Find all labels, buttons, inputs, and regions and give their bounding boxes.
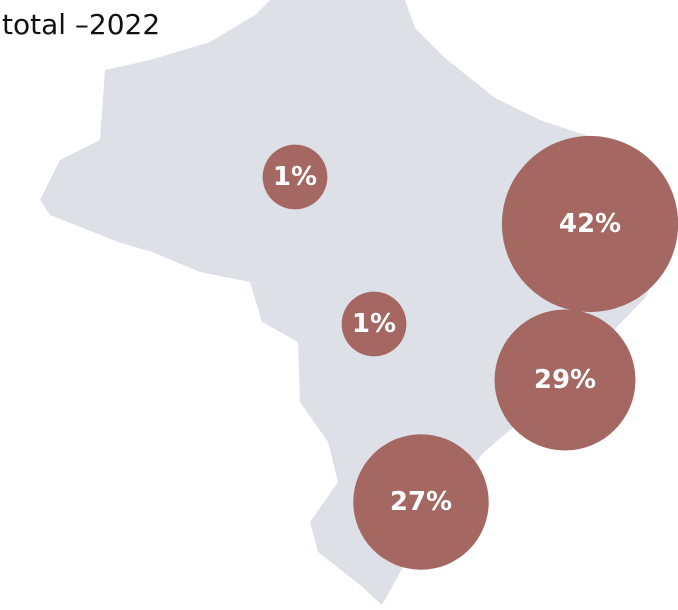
bubble-label: 29%: [534, 365, 596, 395]
bubble-label: 1%: [352, 309, 396, 339]
bubble-label: 27%: [390, 487, 452, 517]
bubble: [341, 291, 407, 357]
bubble: [262, 144, 328, 210]
bubble-label: 1%: [273, 162, 317, 192]
bubbles: 1% 1% 42% 29% 27%: [262, 135, 678, 570]
bubble-label: 42%: [559, 209, 621, 239]
bubble: [494, 309, 636, 451]
subtitle: total –2022: [2, 8, 160, 41]
bubble: [501, 135, 678, 313]
bubble: [353, 434, 489, 570]
